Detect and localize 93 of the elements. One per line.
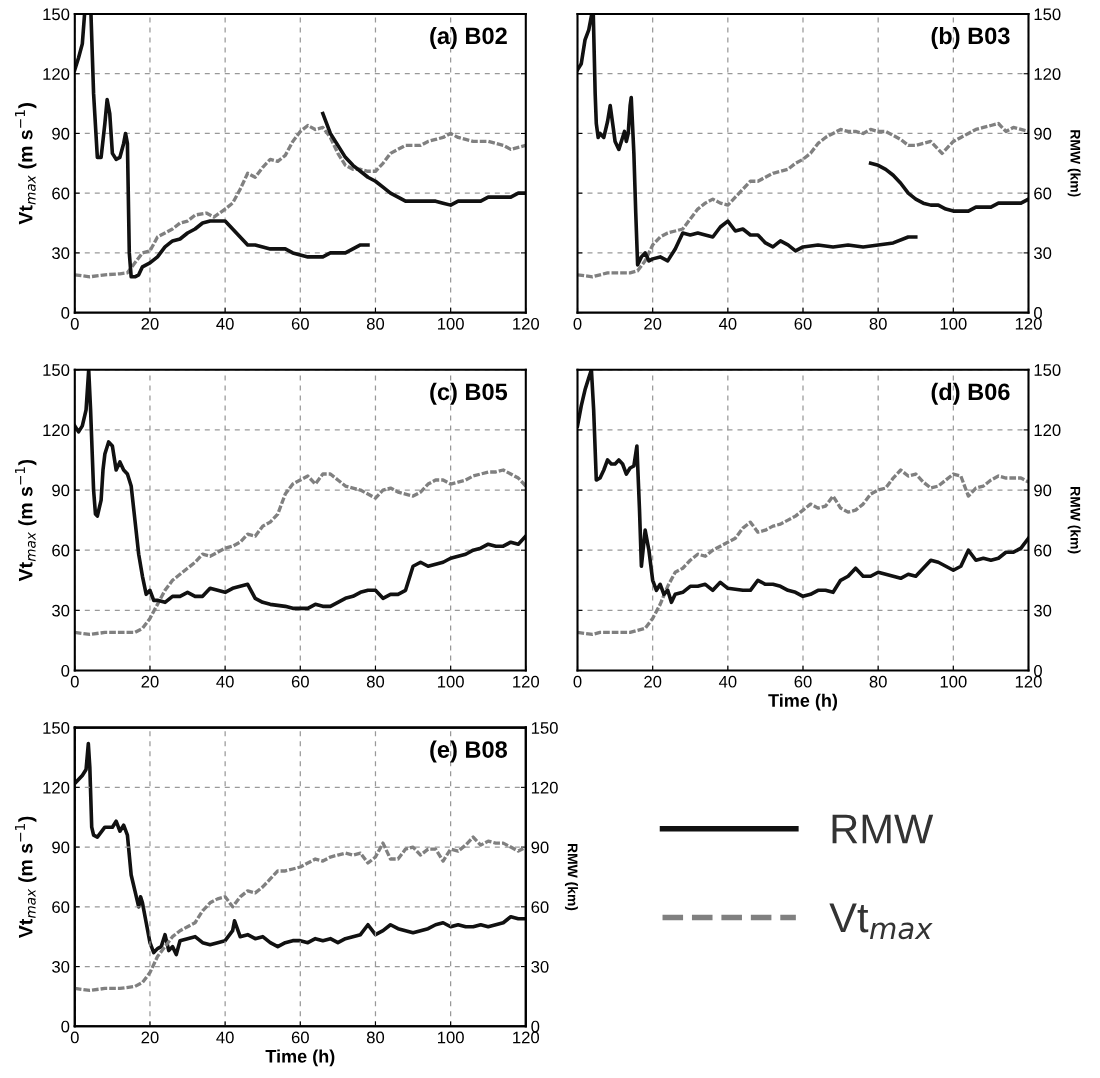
y2-tick-label: 30 (1034, 604, 1052, 617)
x-tick-label: 0 (573, 675, 582, 688)
y2-tick-label: 90 (531, 841, 549, 854)
x-tick-label: 20 (644, 675, 662, 688)
y2-tick-label: 60 (1034, 187, 1052, 200)
y-tick-label: 150 (43, 8, 70, 21)
y-tick-label: 90 (52, 127, 70, 140)
x-tick-label: 20 (141, 675, 159, 688)
text: (a) B02 (430, 26, 507, 49)
x-tick-label: 20 (141, 317, 159, 330)
y2-tick-label: 150 (1034, 364, 1061, 376)
line-series (321, 111, 526, 207)
x-tick-label: 60 (291, 1031, 309, 1044)
y-tick-label: 0 (61, 664, 70, 677)
x-tick-label: 120 (513, 675, 540, 688)
y2-axis-title: RMW (km) (1067, 130, 1081, 197)
y2-tick-label: 120 (1034, 424, 1061, 437)
x-tick-label: 100 (438, 1031, 464, 1044)
x-tick-label: 80 (366, 675, 385, 688)
y-axis-title: Vt$_{max}$ (m s$^{−1}$) (15, 459, 37, 582)
line-series (577, 468, 1029, 637)
x-tick-label: 100 (940, 317, 967, 330)
x-tick-label: 40 (216, 1031, 234, 1044)
x-tick-label: 20 (644, 317, 662, 330)
y-tick-label: 150 (43, 364, 70, 376)
x-tick-label: 120 (513, 317, 540, 330)
line-series (74, 741, 526, 957)
x-tick-label: 20 (141, 1031, 159, 1044)
y-axis-title: Vt$_{max}$ (m s$^{−1}$) (15, 816, 37, 939)
x-tick-label: 60 (794, 317, 812, 330)
x-axis-title: Time (h) (265, 1049, 335, 1067)
x-tick-label: 40 (718, 675, 737, 688)
y-tick-label: 30 (52, 604, 70, 617)
y-tick-label: 60 (52, 187, 70, 200)
legend-label: RMW (832, 814, 934, 844)
x-tick-label: 120 (1015, 317, 1042, 330)
x-tick-label: 100 (438, 317, 464, 330)
y-tick-label: 30 (52, 247, 70, 260)
line-series (74, 123, 526, 279)
x-tick-label: 60 (291, 317, 309, 330)
x-tick-label: 0 (70, 1031, 79, 1044)
y-tick-label: 30 (52, 960, 70, 973)
x-tick-label: 80 (869, 675, 887, 688)
x-tick-label: 40 (216, 675, 234, 688)
y-tick-label: 120 (43, 781, 70, 794)
y-tick-label: 60 (52, 544, 70, 557)
text: (d) B06 (931, 382, 1010, 405)
y2-tick-label: 30 (531, 960, 549, 973)
text: (b) B03 (931, 26, 1010, 49)
y2-tick-label: 150 (531, 722, 558, 734)
y-tick-label: 90 (52, 484, 70, 497)
text: (c) B05 (430, 382, 508, 405)
line-series (74, 468, 526, 637)
x-tick-label: 60 (794, 675, 812, 688)
legend-label: Vt$_{max}$ (829, 903, 933, 940)
y-tick-label: 90 (52, 841, 70, 854)
y2-tick-label: 60 (1034, 544, 1052, 557)
y2-tick-label: 120 (531, 781, 558, 794)
y-tick-label: 0 (61, 307, 70, 319)
x-tick-label: 80 (366, 317, 385, 330)
y-tick-label: 120 (43, 424, 70, 437)
x-tick-label: 120 (1015, 675, 1042, 688)
x-tick-label: 0 (573, 317, 582, 330)
y-tick-label: 150 (43, 722, 70, 734)
y2-tick-label: 30 (1034, 247, 1052, 260)
y-tick-label: 120 (43, 68, 70, 80)
text: (e) B08 (430, 740, 508, 763)
y2-axis-title: RMW (km) (1067, 487, 1081, 554)
y2-tick-label: 0 (1034, 307, 1042, 319)
y2-tick-label: 120 (1034, 68, 1061, 80)
x-tick-label: 0 (70, 675, 79, 688)
y2-tick-label: 60 (531, 901, 549, 914)
line-series (577, 121, 1029, 279)
x-tick-label: 100 (438, 675, 464, 688)
x-tick-label: 100 (940, 675, 967, 688)
x-tick-label: 60 (291, 675, 309, 688)
y2-tick-label: 90 (1034, 484, 1052, 497)
x-tick-label: 80 (869, 317, 887, 330)
x-tick-label: 120 (513, 1031, 540, 1044)
x-tick-label: 0 (70, 317, 79, 330)
x-tick-label: 40 (216, 317, 234, 330)
y-axis-title: Vt$_{max}$ (m s$^{−1}$) (15, 103, 37, 225)
y2-tick-label: 90 (1034, 127, 1052, 140)
y2-axis-title: RMW (km) (564, 843, 578, 911)
y-tick-label: 0 (61, 1020, 70, 1033)
x-tick-label: 80 (366, 1031, 385, 1044)
y2-tick-label: 150 (1034, 8, 1061, 21)
line-series (74, 835, 526, 993)
line-series (868, 161, 1029, 213)
y2-tick-label: 0 (531, 1020, 540, 1033)
x-tick-label: 40 (718, 317, 737, 330)
y-tick-label: 60 (52, 901, 70, 914)
x-axis-title: Time (h) (768, 693, 838, 711)
